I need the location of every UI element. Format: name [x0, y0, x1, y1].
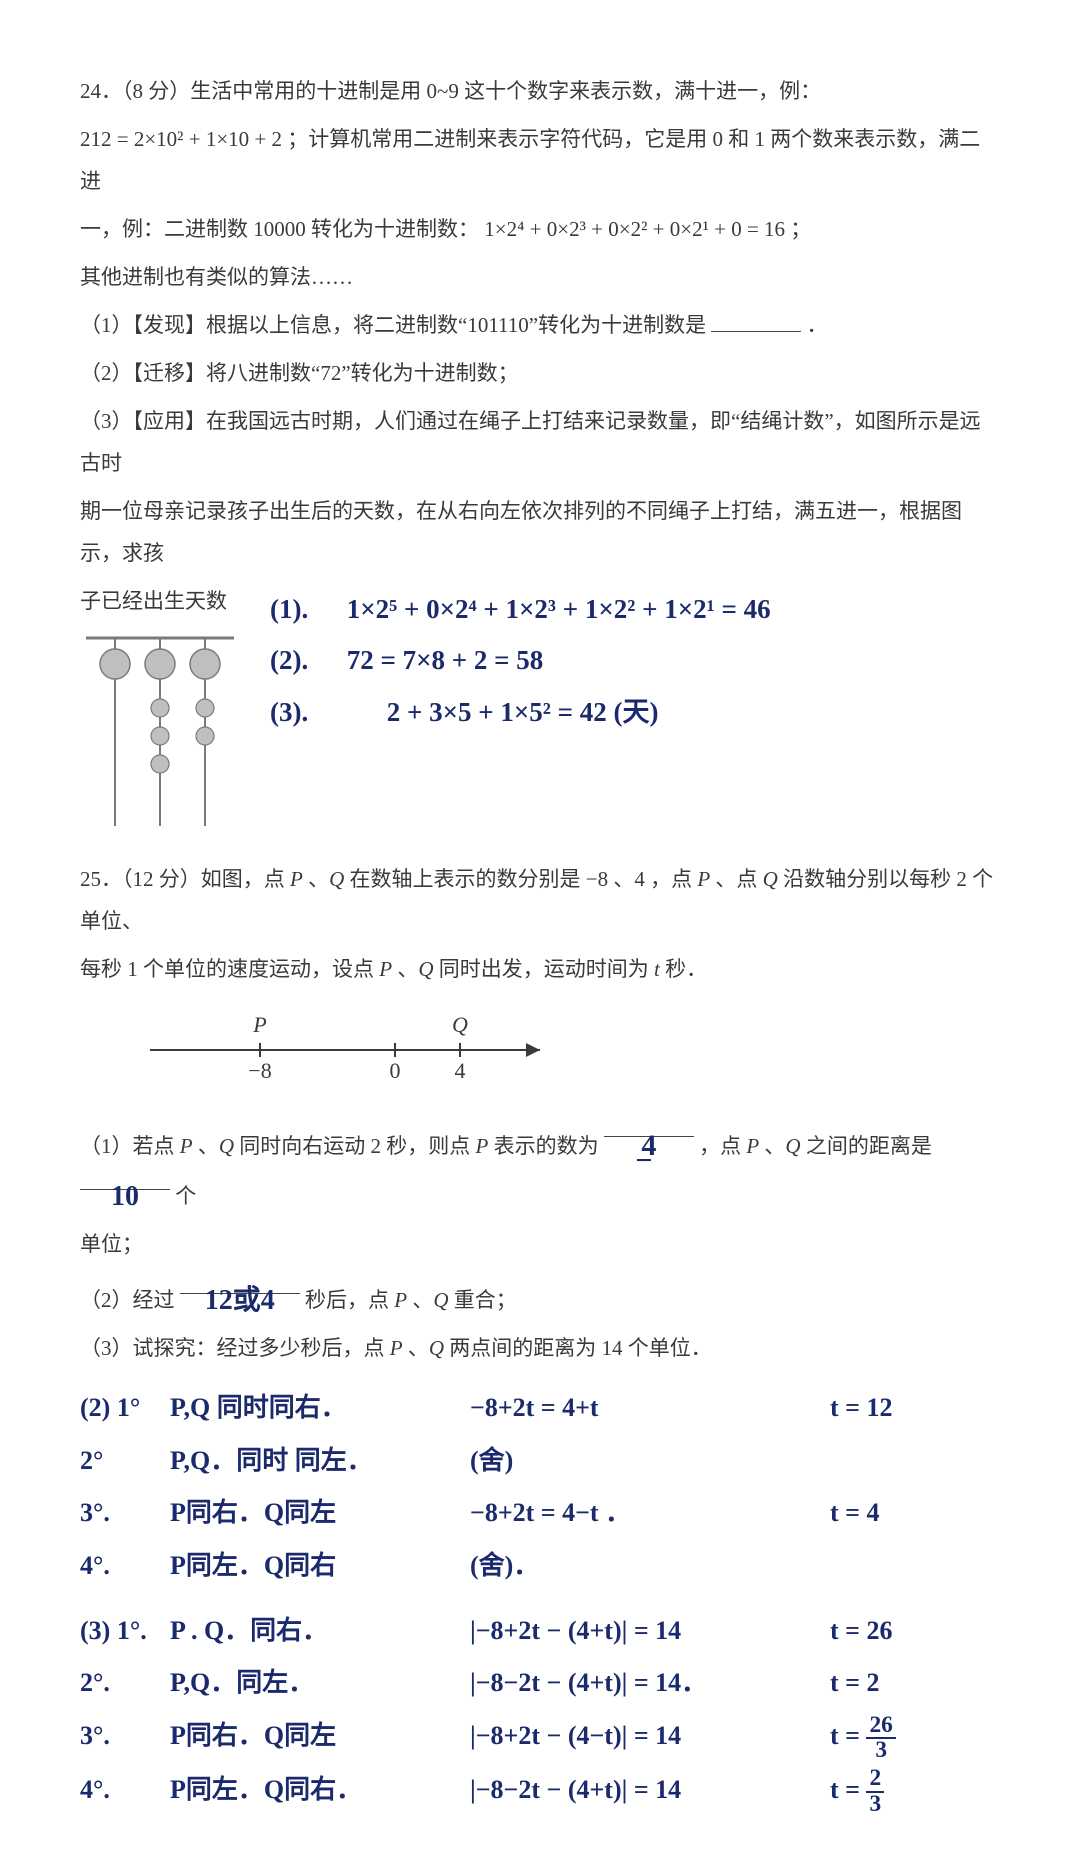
q25-p1g: 之间的距离是	[801, 1134, 932, 1158]
q25-p1-blank2: 10	[80, 1167, 170, 1190]
number-line: P −8 0 Q 4	[140, 1000, 570, 1090]
q24-p1-blank	[711, 309, 801, 332]
q25-p1b: 、	[193, 1134, 219, 1158]
q24-p1a: （1）【发现】根据以上信息，将二进制数“101110”转化为十进制数是	[80, 313, 706, 337]
q24-p1b: ．	[807, 313, 828, 337]
q24-h2-label: (2).	[270, 635, 340, 686]
q24-p3a: （3）【应用】在我国远古时期，人们通过在绳子上打结来记录数量，即“结绳计数”，如…	[80, 400, 1000, 484]
q25-P4: P	[180, 1134, 193, 1158]
q25-l2a: 每秒 1 个单位的速度运动，设点	[80, 957, 379, 981]
q25-p2: （2）经过 12或4 秒后，点 P 、Q 重合；	[80, 1271, 1000, 1321]
q25-l2b: 、	[392, 957, 418, 981]
q25-p1-ans2: 10	[111, 1181, 139, 1212]
q25-p3b: 、	[403, 1336, 429, 1360]
q24-ex1-text: 212 = 2×10² + 1×10 + 2 ；计算机常用二进制来表示字符代码，…	[80, 127, 980, 193]
q24-figure-and-work: 子已经出生天数 (1). 1×2⁵ + 0×2⁴ + 1×2³ + 1×2² +…	[80, 580, 1000, 836]
q24-p3c: 子已经出生天数	[80, 580, 270, 622]
q25-P5: P	[476, 1134, 489, 1158]
q25-head: 25．（12 分）如图，点 P 、Q 在数轴上表示的数分别是 −8 、4 ，点 …	[80, 858, 1000, 942]
svg-text:4: 4	[455, 1058, 466, 1083]
q25-p3c: 两点间的距离为 14 个单位．	[444, 1336, 712, 1360]
q24-ex2-prefix: 一，例：二进制数 10000 转化为十进制数：	[80, 217, 479, 241]
q24-h3-label: (3).	[270, 687, 340, 738]
q24-h1: 1×2⁵ + 0×2⁴ + 1×2³ + 1×2² + 1×2¹ = 46	[347, 594, 771, 624]
q24-h2: 72 = 7×8 + 2 = 58	[347, 645, 544, 675]
q24-p2: （2）【迁移】将八进制数“72”转化为十进制数；	[80, 352, 1000, 394]
svg-text:−8: −8	[248, 1058, 271, 1083]
q25-p1: （1）若点 P 、Q 同时向右运动 2 秒，则点 P 表示的数为 −4 ，点 P…	[80, 1114, 1000, 1217]
q25-p1-blank1: −4	[604, 1114, 694, 1137]
q25-p2b: 秒后，点	[305, 1288, 394, 1312]
q24-head: 24．（8 分）生活中常用的十进制是用 0~9 这十个数字来表示数，满十进一，例…	[80, 70, 1000, 112]
q25-Q2: Q	[763, 867, 778, 891]
q25-ha: 25．（12 分）如图，点	[80, 867, 290, 891]
q25-p2c: 、	[407, 1288, 433, 1312]
q24-ex1: 212 = 2×10² + 1×10 + 2 ；计算机常用二进制来表示字符代码，…	[80, 118, 1000, 202]
q25-p3a: （3）试探究：经过多少秒后，点	[80, 1336, 390, 1360]
svg-text:Q: Q	[452, 1012, 468, 1037]
q24-h3: 2 + 3×5 + 1×5² = 42 (天)	[387, 697, 659, 727]
q24-h1-label: (1).	[270, 584, 340, 635]
q25-p2d: 重合；	[449, 1288, 517, 1312]
q24-other: 其他进制也有类似的算法……	[80, 256, 1000, 298]
q24-ex2: 一，例：二进制数 10000 转化为十进制数： 1×2⁴ + 0×2³ + 0×…	[80, 208, 1000, 250]
q24-ex2-math: 1×2⁴ + 0×2³ + 0×2² + 0×2¹ + 0 = 16 ；	[484, 217, 811, 241]
q25-P8: P	[390, 1336, 403, 1360]
q25-hc: 在数轴上表示的数分别是 −8 、4 ，点	[344, 867, 697, 891]
q25-p1h: 个	[175, 1184, 196, 1208]
q25-P7: P	[394, 1288, 407, 1312]
q25-l2c: 同时出发，运动时间为	[434, 957, 655, 981]
q25-work3: (3) 1°.P . Q．同右．|−8+2t − (4+t)| = 14t = …	[80, 1606, 1000, 1816]
knot-diagram	[80, 626, 240, 836]
svg-text:P: P	[252, 1012, 266, 1037]
q25-P2: P	[697, 867, 710, 891]
number-line-wrap: P −8 0 Q 4	[140, 1000, 1000, 1104]
q24-handwork: (1). 1×2⁵ + 0×2⁴ + 1×2³ + 1×2² + 1×2¹ = …	[270, 584, 771, 738]
q25-p1d: 表示的数为	[488, 1134, 598, 1158]
q25-Q1: Q	[329, 867, 344, 891]
q25-Q3: Q	[418, 957, 433, 981]
q25-P1: P	[290, 867, 303, 891]
q25-Q7: Q	[429, 1336, 444, 1360]
q25-Q5: Q	[785, 1134, 800, 1158]
q25-p1-strike: −	[635, 1131, 652, 1191]
svg-text:0: 0	[390, 1058, 401, 1083]
q25-P6: P	[746, 1134, 759, 1158]
q25-P3: P	[379, 957, 392, 981]
q25-p1c: 同时向右运动 2 秒，则点	[234, 1134, 476, 1158]
q24-p1: （1）【发现】根据以上信息，将二进制数“101110”转化为十进制数是 ．	[80, 304, 1000, 346]
q25-p1f: 、	[759, 1134, 785, 1158]
q25-line2: 每秒 1 个单位的速度运动，设点 P 、Q 同时出发，运动时间为 t 秒．	[80, 948, 1000, 990]
q25-p2-ans: 12或4	[205, 1285, 275, 1316]
q25-l2d: 秒．	[660, 957, 707, 981]
q25-hd: 、点	[710, 867, 763, 891]
q25-p2a: （2）经过	[80, 1288, 175, 1312]
q25-p3: （3）试探究：经过多少秒后，点 P 、Q 两点间的距离为 14 个单位．	[80, 1327, 1000, 1369]
q25-hb: 、	[303, 867, 329, 891]
q25-Q6: Q	[433, 1288, 448, 1312]
q25-Q4: Q	[219, 1134, 234, 1158]
q25-p1e: ，点	[699, 1134, 746, 1158]
q25-p1-unit: 单位；	[80, 1223, 1000, 1265]
q24-p3b: 期一位母亲记录孩子出生后的天数，在从右向左依次排列的不同绳子上打结，满五进一，根…	[80, 490, 1000, 574]
q25-p1a: （1）若点	[80, 1134, 180, 1158]
q25-p2-blank: 12或4	[180, 1271, 300, 1294]
q25-work2: (2) 1°P,Q 同时同右．−8+2t = 4+tt = 122°P,Q．同时…	[80, 1383, 1000, 1592]
